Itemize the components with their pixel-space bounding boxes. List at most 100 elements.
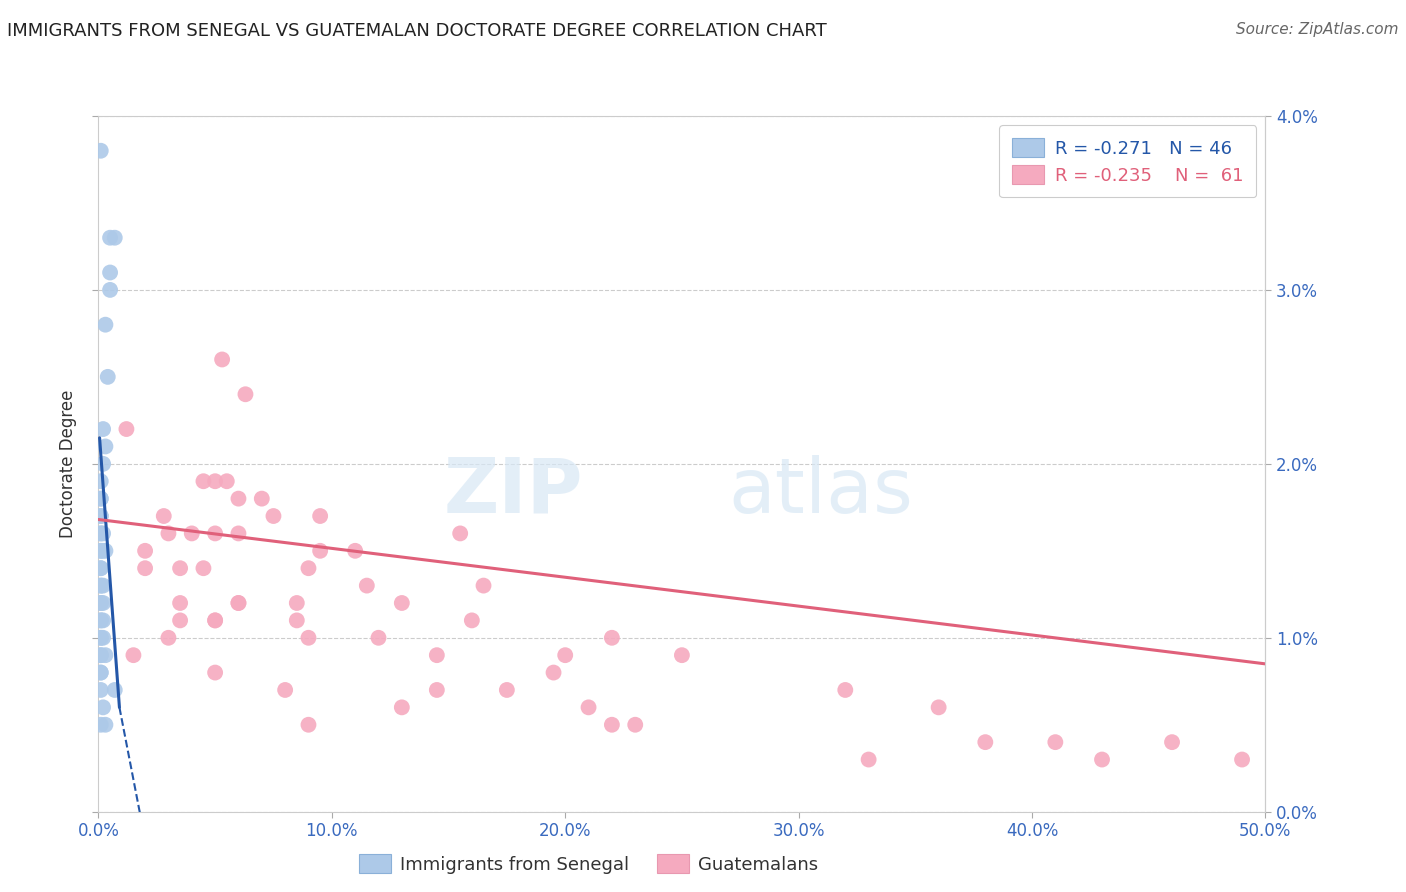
Point xyxy=(578,700,600,714)
Point xyxy=(134,561,156,575)
Point xyxy=(600,717,623,731)
Point xyxy=(169,596,191,610)
Point xyxy=(90,631,112,645)
Point xyxy=(94,717,117,731)
Point xyxy=(344,544,367,558)
Point xyxy=(90,544,112,558)
Point xyxy=(543,665,565,680)
Point xyxy=(90,614,112,628)
Point xyxy=(297,631,319,645)
Point xyxy=(90,526,112,541)
Point xyxy=(309,544,332,558)
Point xyxy=(94,318,117,332)
Point xyxy=(204,614,226,628)
Point xyxy=(426,683,449,698)
Point xyxy=(1091,753,1114,767)
Point xyxy=(90,631,112,645)
Point xyxy=(858,753,880,767)
Point xyxy=(495,683,517,698)
Point xyxy=(98,266,121,280)
Point xyxy=(204,526,226,541)
Point xyxy=(134,544,156,558)
Point xyxy=(600,631,623,645)
Point xyxy=(228,596,250,610)
Point xyxy=(193,561,215,575)
Point xyxy=(211,352,233,367)
Point xyxy=(624,717,647,731)
Point xyxy=(215,475,238,489)
Text: ZIP: ZIP xyxy=(443,455,582,529)
Text: Source: ZipAtlas.com: Source: ZipAtlas.com xyxy=(1236,22,1399,37)
Point xyxy=(90,491,112,506)
Point xyxy=(157,631,180,645)
Point xyxy=(90,508,112,523)
Point xyxy=(90,544,112,558)
Point xyxy=(193,475,215,489)
Point xyxy=(204,475,226,489)
Point xyxy=(262,508,284,523)
Point xyxy=(1230,753,1253,767)
Point xyxy=(285,596,308,610)
Point xyxy=(91,457,114,471)
Point xyxy=(91,544,114,558)
Point xyxy=(90,508,112,523)
Point xyxy=(554,648,576,662)
Point xyxy=(90,526,112,541)
Point xyxy=(1161,735,1184,749)
Point xyxy=(94,544,117,558)
Point xyxy=(974,735,997,749)
Point xyxy=(91,700,114,714)
Legend: Immigrants from Senegal, Guatemalans: Immigrants from Senegal, Guatemalans xyxy=(350,845,827,883)
Point xyxy=(250,491,273,506)
Point xyxy=(285,614,308,628)
Point xyxy=(122,648,145,662)
Point xyxy=(426,648,449,662)
Point xyxy=(309,508,332,523)
Point xyxy=(152,508,174,523)
Point xyxy=(115,422,138,436)
Point xyxy=(90,561,112,575)
Point xyxy=(1045,735,1067,749)
Point xyxy=(90,579,112,593)
Point xyxy=(104,230,127,244)
Point xyxy=(94,648,117,662)
Point xyxy=(91,526,114,541)
Point xyxy=(90,648,112,662)
Point xyxy=(228,491,250,506)
Point xyxy=(367,631,389,645)
Point xyxy=(90,648,112,662)
Point xyxy=(90,596,112,610)
Point xyxy=(91,422,114,436)
Point xyxy=(90,683,112,698)
Point xyxy=(228,596,250,610)
Point xyxy=(90,561,112,575)
Point xyxy=(391,700,413,714)
Point xyxy=(91,596,114,610)
Point xyxy=(94,440,117,454)
Point xyxy=(235,387,257,401)
Point xyxy=(169,614,191,628)
Point xyxy=(204,614,226,628)
Point xyxy=(90,475,112,489)
Point xyxy=(472,579,495,593)
Point xyxy=(157,526,180,541)
Point xyxy=(461,614,484,628)
Point xyxy=(90,491,112,506)
Y-axis label: Doctorate Degree: Doctorate Degree xyxy=(59,390,77,538)
Point xyxy=(90,665,112,680)
Point xyxy=(671,648,693,662)
Point xyxy=(97,369,120,384)
Point xyxy=(834,683,856,698)
Point xyxy=(356,579,378,593)
Point xyxy=(90,665,112,680)
Text: IMMIGRANTS FROM SENEGAL VS GUATEMALAN DOCTORATE DEGREE CORRELATION CHART: IMMIGRANTS FROM SENEGAL VS GUATEMALAN DO… xyxy=(7,22,827,40)
Point xyxy=(90,614,112,628)
Point xyxy=(90,579,112,593)
Point xyxy=(228,526,250,541)
Point xyxy=(391,596,413,610)
Point xyxy=(98,230,121,244)
Point xyxy=(297,717,319,731)
Point xyxy=(90,596,112,610)
Point xyxy=(91,631,114,645)
Point xyxy=(274,683,297,698)
